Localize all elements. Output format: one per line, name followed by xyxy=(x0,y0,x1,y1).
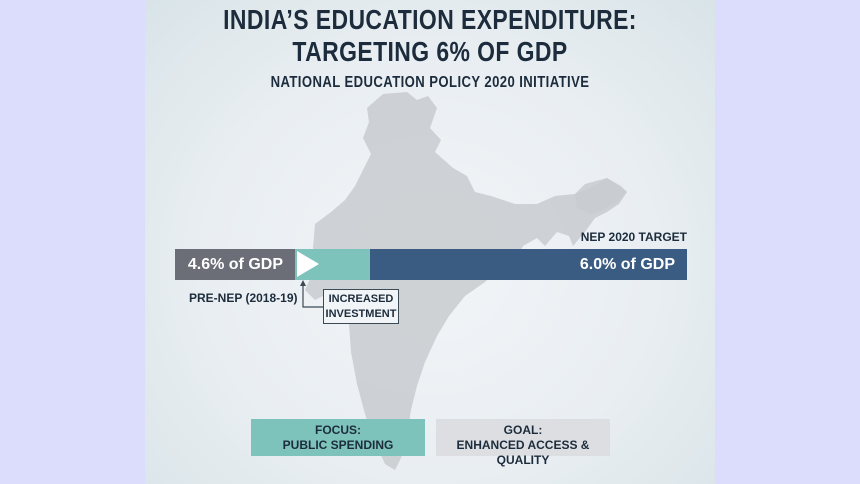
focus-text: PUBLIC SPENDING xyxy=(282,438,394,452)
focus-title: FOCUS: xyxy=(315,423,361,437)
page-title-line1: INDIA’S EDUCATION EXPENDITURE: xyxy=(223,4,637,35)
nep-target-caption: NEP 2020 TARGET xyxy=(580,230,687,244)
callout-line1: INCREASED xyxy=(328,293,394,305)
target-value: 6.0% of GDP xyxy=(579,256,675,273)
goal-title: GOAL: xyxy=(503,423,543,437)
focus-card: FOCUS: PUBLIC SPENDING xyxy=(251,419,425,456)
goal-card: GOAL: ENHANCED ACCESS & QUALITY xyxy=(436,419,610,467)
infographic-panel: INDIA’S EDUCATION EXPENDITURE: TARGETING… xyxy=(145,0,715,484)
target-bar: 6.0% of GDP xyxy=(370,249,687,280)
increased-investment-callout: INCREASED INVESTMENT xyxy=(323,289,399,324)
pre-nep-caption: PRE-NEP (2018-19) xyxy=(189,291,298,305)
subtitle: NATIONAL EDUCATION POLICY 2020 INITIATIV… xyxy=(270,74,590,91)
pre-nep-value: 4.6% of GDP xyxy=(187,256,283,273)
callout-line2: INVESTMENT xyxy=(325,308,397,320)
pre-nep-bar: 4.6% of GDP xyxy=(175,249,295,280)
callout-connector-icon xyxy=(300,280,323,308)
india-map-icon xyxy=(305,92,627,470)
play-arrow-icon xyxy=(297,251,319,277)
page-title-line2: TARGETING 6% OF GDP xyxy=(292,36,568,67)
goal-text: ENHANCED ACCESS & QUALITY xyxy=(456,438,590,467)
